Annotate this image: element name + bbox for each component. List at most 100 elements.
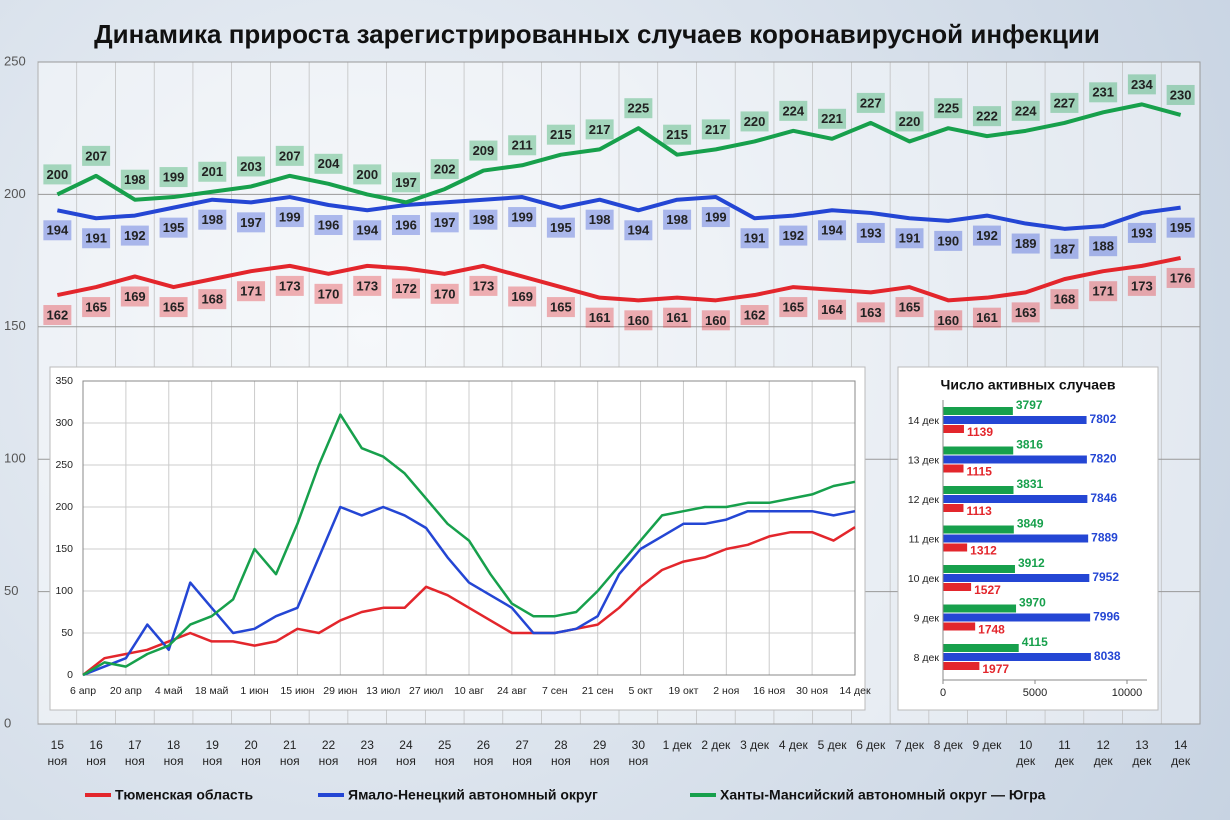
x-tick-label: 29 ноя: [589, 738, 610, 768]
bar: [943, 613, 1091, 622]
bar: [943, 407, 1013, 415]
label-box: [585, 307, 614, 328]
label-box: [1050, 289, 1079, 310]
data-label: 165: [550, 300, 572, 315]
x-tick-label: 12 дек: [1093, 738, 1113, 768]
bar: [943, 653, 1091, 661]
label-box: [585, 119, 614, 140]
data-label: 194: [821, 223, 843, 238]
data-label: 171: [240, 284, 262, 299]
data-label: 162: [47, 307, 69, 322]
series-line: [56, 102, 1182, 205]
label-box: [701, 119, 730, 140]
label-box: [856, 302, 885, 323]
data-label: 199: [705, 209, 727, 224]
label-box: [159, 167, 188, 188]
label-box: [120, 286, 149, 307]
label-box: [740, 228, 769, 249]
label-box: [895, 228, 924, 249]
label-box: [934, 98, 963, 119]
label-box: [508, 207, 537, 228]
data-label: 7952: [1092, 570, 1119, 584]
data-label: 191: [85, 231, 107, 246]
bar: [943, 416, 1087, 424]
bar: [943, 525, 1014, 534]
data-label: 199: [279, 209, 301, 224]
label-box: [585, 209, 614, 230]
label-box: [275, 207, 304, 228]
data-label: 215: [666, 127, 688, 142]
x-tick-label: 5 окт: [628, 685, 652, 697]
x-tick-label: 30 ноя: [796, 685, 828, 697]
data-label: 199: [163, 169, 185, 184]
label-box: [43, 220, 72, 241]
data-label: 165: [899, 300, 921, 315]
data-label: 160: [705, 313, 727, 328]
legend-label: Ямало-Ненецкий автономный округ: [348, 787, 598, 803]
data-label: 227: [1054, 95, 1076, 110]
label-box: [934, 230, 963, 251]
y-tick-label: 250: [55, 459, 73, 471]
data-label: 191: [899, 231, 921, 246]
data-label: 197: [434, 215, 456, 230]
label-box: [1089, 236, 1118, 257]
label-box: [391, 172, 420, 193]
y-tick-label: 150: [4, 318, 26, 333]
label-box: [353, 275, 382, 296]
data-label: 7889: [1091, 531, 1118, 545]
y-tick-label: 13 дек: [908, 454, 940, 466]
label-box: [663, 124, 692, 145]
data-label: 1748: [978, 623, 1005, 637]
data-label: 168: [1054, 292, 1076, 307]
data-label: 163: [1015, 305, 1037, 320]
data-label: 7820: [1090, 452, 1117, 466]
y-tick-label: 100: [55, 585, 73, 597]
x-tick-label: 3 дек: [740, 738, 770, 752]
data-label: 3849: [1017, 517, 1044, 531]
data-label: 227: [860, 95, 882, 110]
data-label: 200: [356, 167, 378, 182]
x-tick-label: 24 авг: [497, 685, 527, 697]
label-box: [198, 209, 227, 230]
x-tick-label: 26 ноя: [473, 738, 494, 768]
x-tick-label: 15 ноя: [47, 738, 68, 768]
x-tick-label: 9 дек: [972, 738, 1002, 752]
label-box: [818, 220, 847, 241]
bar: [943, 662, 980, 670]
x-tick-label: 15 июн: [280, 685, 314, 697]
label-box: [82, 228, 111, 249]
x-tick-label: 5000: [1023, 687, 1047, 699]
y-tick-label: 8 дек: [914, 652, 940, 664]
data-label: 202: [434, 162, 456, 177]
chart-title: Динамика прироста зарегистрированных слу…: [94, 19, 1100, 49]
data-label: 3831: [1016, 477, 1043, 491]
bar-chart-title: Число активных случаев: [941, 377, 1116, 393]
label-box: [237, 156, 266, 177]
y-tick-label: 350: [55, 375, 73, 387]
label-box: [779, 225, 808, 246]
bar: [943, 604, 1017, 613]
label-box: [430, 159, 459, 180]
data-label: 230: [1170, 87, 1192, 102]
data-label: 191: [744, 231, 766, 246]
data-label: 201: [201, 164, 223, 179]
label-box: [856, 92, 885, 113]
x-tick-label: 6 дек: [856, 738, 886, 752]
data-label: 204: [318, 156, 340, 171]
x-tick-label: 16 ноя: [86, 738, 106, 768]
y-tick-label: 0: [4, 715, 11, 730]
data-label: 170: [434, 286, 456, 301]
label-box: [198, 289, 227, 310]
data-label: 224: [782, 103, 804, 118]
data-label: 195: [163, 220, 185, 235]
label-box: [856, 222, 885, 243]
data-label: 169: [124, 289, 146, 304]
data-label: 1115: [967, 465, 993, 479]
data-label: 1312: [970, 544, 997, 558]
data-label: 215: [550, 127, 572, 142]
label-box: [895, 297, 924, 318]
label-box: [1089, 281, 1118, 302]
x-tick-label: 23 ноя: [357, 738, 378, 768]
data-label: 192: [976, 228, 998, 243]
